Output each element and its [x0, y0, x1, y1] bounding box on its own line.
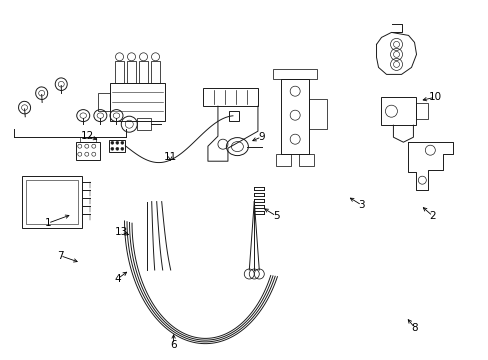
Text: 9: 9 — [258, 132, 264, 142]
Text: 13: 13 — [114, 227, 128, 237]
Text: 2: 2 — [428, 211, 435, 221]
Bar — [80, 137, 96, 142]
Bar — [110, 83, 164, 121]
Circle shape — [116, 147, 119, 150]
Text: 12: 12 — [80, 131, 94, 141]
Text: 11: 11 — [163, 152, 177, 162]
Bar — [76, 142, 100, 160]
Bar — [281, 79, 308, 154]
Bar — [203, 88, 257, 106]
Text: 1: 1 — [44, 218, 51, 228]
Text: 5: 5 — [272, 211, 279, 221]
Text: 4: 4 — [114, 274, 121, 284]
Bar — [115, 61, 124, 83]
Bar — [416, 103, 427, 119]
Text: 10: 10 — [428, 92, 441, 102]
Bar — [137, 118, 151, 130]
Bar — [151, 61, 160, 83]
Circle shape — [111, 141, 114, 144]
Text: 6: 6 — [170, 340, 177, 350]
Bar — [127, 61, 136, 83]
Bar — [273, 69, 317, 79]
Bar — [308, 99, 326, 129]
Bar — [22, 176, 82, 228]
Bar — [228, 111, 239, 121]
Circle shape — [121, 141, 123, 144]
Text: 7: 7 — [57, 251, 63, 261]
Circle shape — [116, 141, 119, 144]
Bar — [381, 97, 416, 125]
Bar — [98, 93, 110, 111]
Bar — [109, 140, 125, 152]
Circle shape — [111, 147, 114, 150]
Bar — [276, 154, 290, 166]
Circle shape — [121, 147, 123, 150]
Text: 8: 8 — [410, 323, 417, 333]
Bar — [26, 180, 78, 224]
Text: 3: 3 — [358, 200, 365, 210]
Bar — [139, 61, 148, 83]
Bar — [299, 154, 313, 166]
